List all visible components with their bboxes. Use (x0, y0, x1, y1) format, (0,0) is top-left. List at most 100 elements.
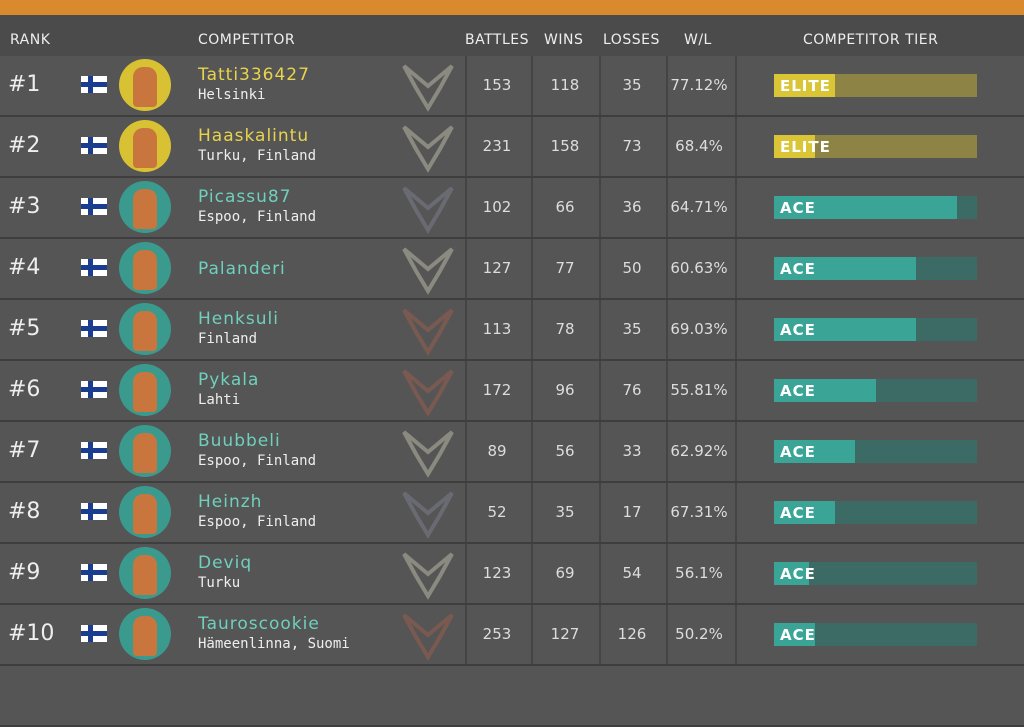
avatar (119, 242, 171, 294)
column-separator (735, 300, 737, 359)
emblem-icon (402, 430, 454, 478)
leaderboard-row: #3 Picassu87 Espoo, Finland 102 66 36 64.71% AC… (0, 178, 1024, 239)
emblem-icon (402, 613, 454, 661)
flag (81, 625, 107, 642)
avatar-figure (133, 555, 157, 595)
win-loss: 67.31% (670, 503, 728, 521)
column-separator (735, 178, 737, 237)
wins: 118 (550, 76, 580, 94)
tier-label: ACE (780, 382, 816, 400)
team-emblem (400, 243, 456, 295)
tier-label: ACE (780, 260, 816, 278)
tier-progress (774, 623, 815, 646)
flag (81, 320, 107, 337)
wins: 66 (555, 198, 575, 216)
header-losses: LOSSES (603, 32, 660, 48)
header-competitor: COMPETITOR (198, 32, 296, 48)
competitor-name: Palanderi (198, 259, 286, 279)
wins: 96 (555, 381, 575, 399)
tier-label: ACE (780, 626, 816, 644)
tier-progress (774, 379, 876, 402)
column-separator (531, 544, 533, 603)
leaderboard-row: #2 Haaskalintu Turku, Finland 231 158 73 68.4%… (0, 117, 1024, 178)
losses: 36 (622, 198, 642, 216)
avatar (119, 181, 171, 233)
column-separator (465, 178, 467, 237)
column-separator (465, 422, 467, 481)
competitor-location: Turku, Finland (198, 148, 317, 164)
tier-progress (774, 440, 856, 463)
emblem-icon (402, 186, 454, 234)
emblem-icon (402, 64, 454, 112)
emblem-icon (402, 552, 454, 600)
leaderboard-row: #7 Buubbeli Espoo, Finland 89 56 33 62.92% ACE (0, 422, 1024, 483)
competitor-name: Buubbeli (198, 431, 281, 451)
tier-bar: ELITE (774, 74, 977, 97)
column-separator (735, 239, 737, 298)
tier-bar: ACE (774, 379, 977, 402)
header-wl: W/L (684, 32, 712, 48)
win-loss: 55.81% (670, 381, 728, 399)
header-tier: COMPETITOR TIER (803, 32, 939, 48)
header-rank: RANK (10, 32, 51, 48)
team-emblem (400, 426, 456, 478)
tier-label: ACE (780, 504, 816, 522)
losses: 35 (622, 76, 642, 94)
win-loss: 64.71% (670, 198, 728, 216)
leaderboard-row: #5 Henksuli Finland 113 78 35 69.03% ACE (0, 300, 1024, 361)
header-battles: BATTLES (465, 32, 529, 48)
leaderboard-row: #9 Deviq Turku 123 69 54 56.1% ACE (0, 544, 1024, 605)
battles: 153 (482, 76, 512, 94)
battles: 127 (482, 259, 512, 277)
rank: #9 (8, 560, 41, 585)
competitor-location: Hämeenlinna, Suomi (198, 636, 350, 652)
column-separator (735, 483, 737, 542)
losses: 73 (622, 137, 642, 155)
column-separator (735, 605, 737, 664)
wins: 77 (555, 259, 575, 277)
flag (81, 137, 107, 154)
column-separator (531, 605, 533, 664)
competitor-name: Pykala (198, 370, 260, 390)
tier-label: ACE (780, 443, 816, 461)
win-loss: 69.03% (670, 320, 728, 338)
partial-row (0, 666, 1024, 727)
tier-progress (774, 74, 835, 97)
tier-progress (774, 257, 917, 280)
tier-label: ELITE (780, 77, 831, 95)
tier-bar: ACE (774, 501, 977, 524)
column-separator (599, 117, 601, 176)
win-loss: 50.2% (675, 625, 723, 643)
flag (81, 259, 107, 276)
tier-label: ELITE (780, 138, 831, 156)
win-loss: 62.92% (670, 442, 728, 460)
competitor-location: Turku (198, 575, 241, 591)
team-emblem (400, 121, 456, 173)
losses: 54 (622, 564, 642, 582)
column-separator (599, 422, 601, 481)
column-separator (666, 300, 668, 359)
team-emblem (400, 304, 456, 356)
column-separator (666, 544, 668, 603)
competitor-location: Lahti (198, 392, 241, 408)
losses: 17 (622, 503, 642, 521)
flag (81, 442, 107, 459)
battles: 253 (482, 625, 512, 643)
competitor-location: Espoo, Finland (198, 209, 317, 225)
column-separator (666, 117, 668, 176)
avatar-figure (133, 616, 157, 656)
battles: 89 (487, 442, 507, 460)
column-separator (666, 605, 668, 664)
tier-label: ACE (780, 565, 816, 583)
column-separator (465, 361, 467, 420)
team-emblem (400, 182, 456, 234)
rank: #1 (8, 72, 41, 97)
rank: #3 (8, 194, 41, 219)
column-separator (599, 239, 601, 298)
losses: 33 (622, 442, 642, 460)
competitor-name: Tatti336427 (198, 65, 310, 85)
avatar-figure (133, 372, 157, 412)
rank: #7 (8, 438, 41, 463)
column-separator (735, 544, 737, 603)
wins: 35 (555, 503, 575, 521)
